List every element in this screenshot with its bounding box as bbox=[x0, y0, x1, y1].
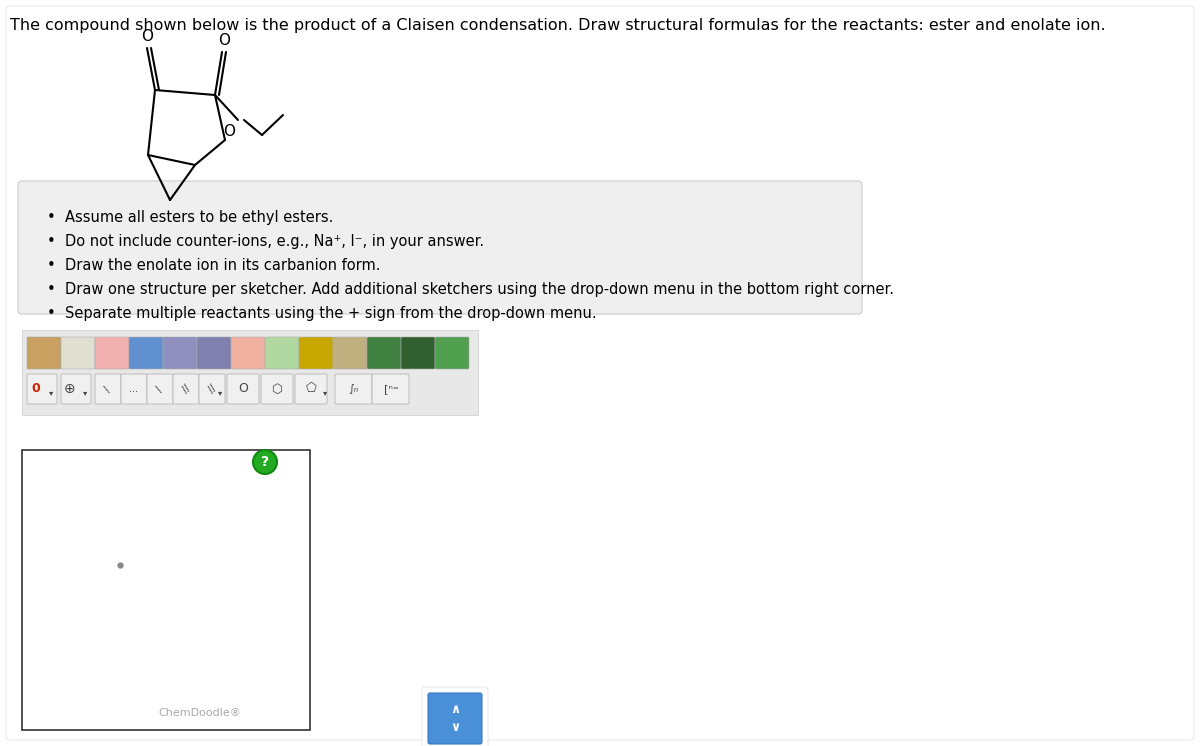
Text: //: // bbox=[180, 383, 192, 395]
Text: //: // bbox=[206, 383, 218, 395]
FancyBboxPatch shape bbox=[121, 374, 148, 404]
FancyBboxPatch shape bbox=[61, 337, 95, 369]
FancyBboxPatch shape bbox=[428, 693, 482, 744]
Text: ⬡: ⬡ bbox=[271, 383, 282, 395]
Bar bbox=[22, 450, 310, 730]
FancyBboxPatch shape bbox=[28, 337, 61, 369]
Text: ?: ? bbox=[260, 455, 269, 469]
FancyBboxPatch shape bbox=[173, 374, 199, 404]
Text: ChemDoodle®: ChemDoodle® bbox=[158, 708, 241, 718]
Text: ▾: ▾ bbox=[49, 389, 53, 398]
Text: ⊕: ⊕ bbox=[64, 382, 76, 396]
Text: ▾: ▾ bbox=[83, 389, 88, 398]
Circle shape bbox=[253, 450, 277, 474]
FancyBboxPatch shape bbox=[335, 374, 372, 404]
Text: 0: 0 bbox=[31, 383, 41, 395]
FancyBboxPatch shape bbox=[148, 374, 173, 404]
FancyBboxPatch shape bbox=[95, 374, 121, 404]
Text: •  Draw the enolate ion in its carbanion form.: • Draw the enolate ion in its carbanion … bbox=[47, 258, 380, 273]
FancyBboxPatch shape bbox=[130, 337, 163, 369]
Text: The compound shown below is the product of a Claisen condensation. Draw structur: The compound shown below is the product … bbox=[10, 18, 1105, 33]
Text: •  Do not include counter-ions, e.g., Na⁺, I⁻, in your answer.: • Do not include counter-ions, e.g., Na⁺… bbox=[47, 234, 484, 249]
FancyBboxPatch shape bbox=[295, 374, 326, 404]
FancyBboxPatch shape bbox=[262, 374, 293, 404]
FancyBboxPatch shape bbox=[401, 337, 436, 369]
Text: ▾: ▾ bbox=[218, 389, 222, 398]
FancyBboxPatch shape bbox=[436, 337, 469, 369]
Text: •  Separate multiple reactants using the + sign from the drop-down menu.: • Separate multiple reactants using the … bbox=[47, 306, 596, 321]
FancyBboxPatch shape bbox=[227, 374, 259, 404]
FancyBboxPatch shape bbox=[197, 337, 230, 369]
FancyBboxPatch shape bbox=[163, 337, 197, 369]
Text: ▾: ▾ bbox=[323, 389, 328, 398]
Text: •  Assume all esters to be ethyl esters.: • Assume all esters to be ethyl esters. bbox=[47, 210, 334, 225]
Text: /: / bbox=[155, 385, 166, 393]
Text: ∫ₙ: ∫ₙ bbox=[348, 384, 358, 394]
FancyBboxPatch shape bbox=[230, 337, 265, 369]
FancyBboxPatch shape bbox=[334, 337, 367, 369]
FancyBboxPatch shape bbox=[199, 374, 226, 404]
FancyBboxPatch shape bbox=[299, 337, 334, 369]
FancyBboxPatch shape bbox=[18, 181, 862, 314]
Text: ...: ... bbox=[130, 384, 138, 394]
Text: •  Draw one structure per sketcher. Add additional sketchers using the drop-down: • Draw one structure per sketcher. Add a… bbox=[47, 282, 894, 297]
Text: ⬠: ⬠ bbox=[306, 383, 317, 395]
Text: O: O bbox=[238, 383, 248, 395]
Text: [ⁿ⁼: [ⁿ⁼ bbox=[384, 384, 398, 394]
FancyBboxPatch shape bbox=[372, 374, 409, 404]
FancyBboxPatch shape bbox=[422, 687, 488, 746]
Text: O: O bbox=[142, 29, 154, 44]
FancyBboxPatch shape bbox=[95, 337, 130, 369]
FancyBboxPatch shape bbox=[265, 337, 299, 369]
FancyBboxPatch shape bbox=[61, 374, 91, 404]
Text: O: O bbox=[223, 124, 235, 139]
Text: ∧: ∧ bbox=[450, 703, 460, 715]
Text: O: O bbox=[218, 33, 230, 48]
FancyBboxPatch shape bbox=[28, 374, 58, 404]
FancyBboxPatch shape bbox=[367, 337, 401, 369]
Bar bbox=[22, 330, 478, 415]
Text: /: / bbox=[103, 385, 113, 393]
Text: ∨: ∨ bbox=[450, 721, 460, 734]
